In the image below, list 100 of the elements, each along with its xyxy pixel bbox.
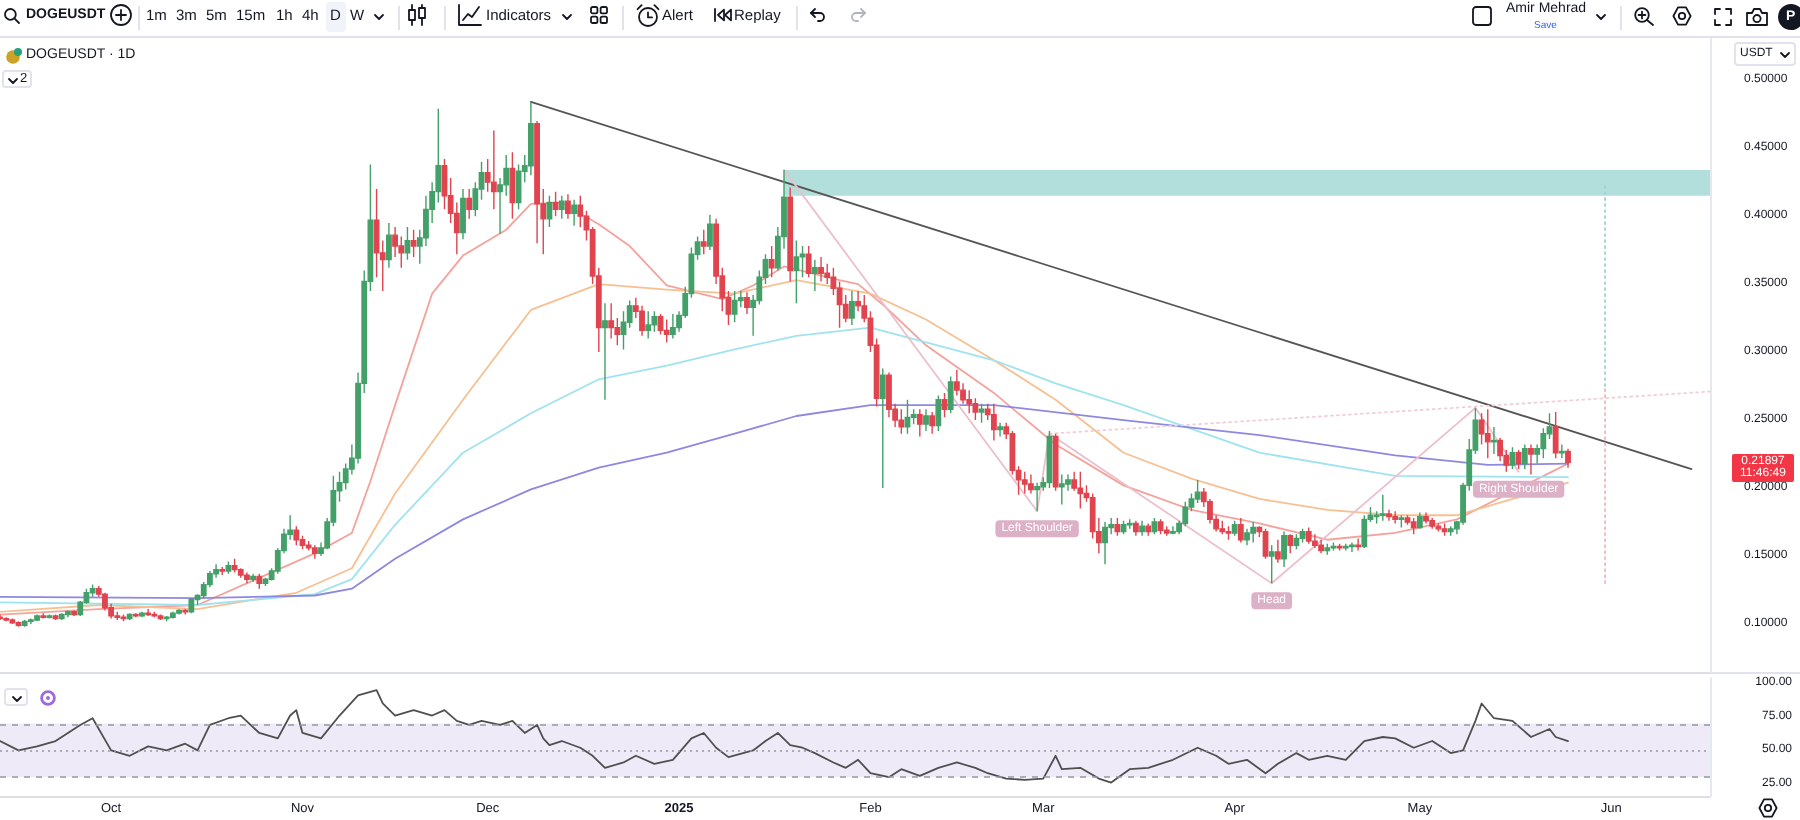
candlestick: [1528, 443, 1534, 476]
candlestick: [1491, 426, 1497, 455]
candlestick: [1386, 509, 1392, 522]
candlestick: [1318, 539, 1324, 555]
candlestick: [1287, 533, 1294, 555]
candlestick: [1244, 528, 1250, 546]
candlestick: [645, 310, 652, 340]
candlestick: [1379, 494, 1386, 522]
candlestick: [46, 613, 53, 620]
candlestick: [27, 617, 34, 625]
candlestick: [1429, 517, 1436, 530]
candlestick: [145, 608, 152, 617]
line-series: [0, 201, 1569, 616]
candlestick: [1182, 500, 1189, 527]
candlestick: [1034, 481, 1041, 512]
line-series: [0, 689, 1569, 784]
candlestick: [1392, 510, 1399, 525]
candlestick: [3, 616, 10, 623]
candlestick: [565, 193, 571, 220]
candlestick: [1509, 446, 1516, 470]
candlestick: [490, 129, 497, 211]
candlestick: [1021, 471, 1028, 495]
candlestick: [1250, 521, 1257, 544]
candlestick: [71, 609, 77, 617]
candlestick: [1324, 543, 1331, 556]
candlestick: [34, 613, 40, 623]
candlestick: [935, 394, 942, 432]
candlestick: [1355, 537, 1362, 552]
candlestick: [929, 411, 936, 435]
candlestick: [1151, 517, 1158, 536]
candlestick: [669, 313, 676, 340]
candlestick: [731, 290, 738, 323]
candlestick: [1336, 543, 1343, 552]
candlestick: [1515, 449, 1522, 470]
candlestick: [1114, 517, 1121, 537]
candlestick: [1194, 479, 1201, 504]
candlestick: [219, 566, 226, 576]
candlestick: [250, 573, 256, 583]
candlestick: [1558, 443, 1565, 459]
candlestick: [404, 226, 411, 261]
candlestick: [1126, 518, 1133, 530]
candlestick: [311, 544, 318, 560]
candlestick: [639, 305, 645, 337]
candlestick: [1120, 520, 1127, 536]
candlestick: [700, 229, 707, 255]
candlestick: [1330, 541, 1337, 552]
candlestick: [811, 258, 818, 292]
candlestick: [1423, 511, 1429, 525]
candlestick: [571, 199, 578, 227]
candlestick: [21, 619, 28, 628]
candlestick: [256, 573, 263, 590]
candlestick: [608, 302, 615, 340]
candlestick: [293, 525, 300, 546]
candlestick: [552, 190, 559, 217]
candlestick: [1274, 539, 1281, 564]
candlestick: [15, 620, 22, 628]
candlestick: [1139, 520, 1145, 537]
candlestick: [1102, 521, 1108, 565]
candlestick: [176, 608, 182, 616]
candlestick: [466, 188, 473, 220]
candlestick: [793, 239, 800, 304]
candlestick: [1058, 473, 1065, 506]
candlestick: [1299, 528, 1306, 544]
candlestick: [139, 611, 145, 618]
candlestick: [602, 302, 608, 401]
candlestick: [651, 310, 658, 333]
candlestick: [744, 291, 750, 315]
candlestick: [460, 188, 466, 240]
candlestick: [299, 534, 306, 550]
candlestick: [1163, 525, 1170, 537]
candlestick: [169, 611, 176, 620]
candlestick: [398, 235, 405, 269]
candlestick: [65, 609, 71, 618]
candlestick: [1293, 533, 1300, 550]
candlestick: [237, 567, 244, 579]
candlestick: [1521, 443, 1528, 470]
candlestick: [953, 369, 960, 397]
candlestick: [1404, 514, 1411, 526]
candlestick: [1305, 526, 1312, 545]
candlestick: [9, 617, 16, 625]
candlestick: [1237, 517, 1244, 544]
candlestick: [768, 245, 775, 279]
candlestick: [1268, 544, 1275, 584]
candlestick: [997, 422, 1003, 438]
candlestick: [904, 398, 911, 435]
candlestick: [1157, 518, 1164, 536]
candlestick: [102, 592, 108, 612]
candlestick: [231, 558, 238, 574]
candlestick: [305, 540, 312, 552]
candlestick: [410, 229, 417, 258]
candlestick: [879, 367, 886, 489]
candlestick: [1410, 517, 1417, 536]
line-series: [0, 404, 1569, 600]
line-series: [0, 326, 1569, 606]
candlestick: [1435, 522, 1442, 533]
candlestick: [1349, 541, 1355, 553]
candlestick: [1447, 525, 1454, 537]
candlestick: [1484, 408, 1491, 459]
candlestick: [1398, 514, 1405, 529]
candlestick: [991, 403, 997, 442]
